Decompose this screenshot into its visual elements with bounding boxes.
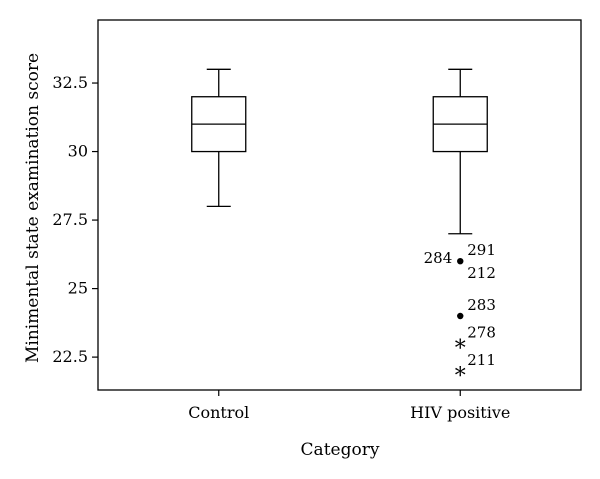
plot-frame xyxy=(97,19,582,391)
box-group xyxy=(191,68,247,208)
outlier-dot xyxy=(457,257,464,265)
y-tick-label: 22.5 xyxy=(52,347,88,366)
x-tick-label: HIV positive xyxy=(410,403,510,422)
x-tick-label: Control xyxy=(188,403,249,422)
outlier-star: * xyxy=(455,364,466,389)
outlier-label: 211 xyxy=(467,351,496,369)
outlier-label: 284 xyxy=(424,249,453,267)
outlier-dot xyxy=(457,312,464,320)
y-tick-label: 30 xyxy=(68,142,88,161)
outlier-star: * xyxy=(455,336,466,361)
y-tick-label: 32.5 xyxy=(52,73,88,92)
y-tick-label: 27.5 xyxy=(52,210,88,229)
outlier-label: 291 xyxy=(467,241,496,259)
outlier-label: 278 xyxy=(467,323,496,341)
y-axis: 22.5 25 27.5 30 32.5 xyxy=(52,73,98,366)
outlier-label: 283 xyxy=(467,296,496,314)
x-axis-title: Category xyxy=(301,440,380,460)
x-axis: Control HIV positive xyxy=(188,390,510,422)
y-tick-label: 25 xyxy=(68,279,88,298)
y-axis-title: Minimental state examination score xyxy=(23,53,43,363)
outlier-label: 212 xyxy=(467,264,496,282)
